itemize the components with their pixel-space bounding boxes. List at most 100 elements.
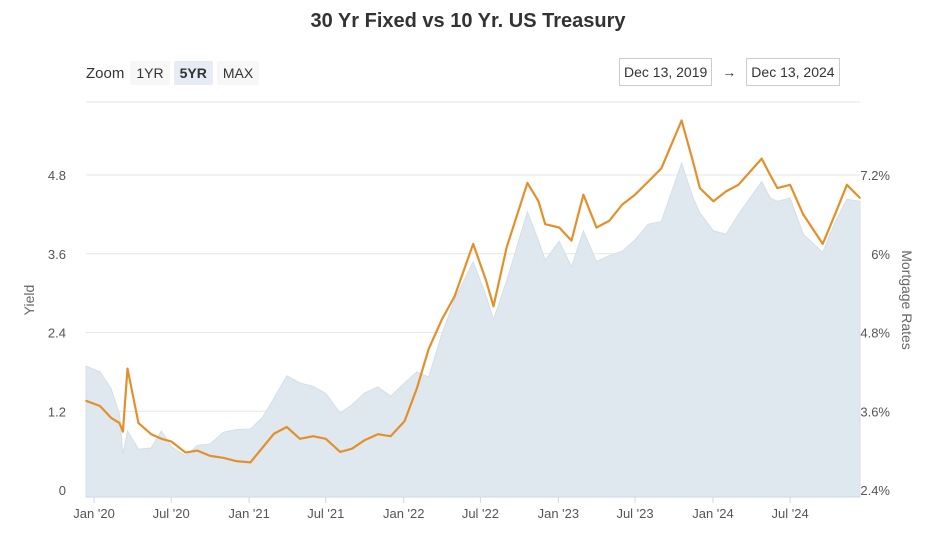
y-right-title: Mortgage Rates	[899, 250, 915, 350]
mortgage-point	[416, 387, 418, 390]
mortgage-point	[150, 433, 152, 436]
mortgage-point	[760, 157, 763, 160]
mortgage-point	[634, 193, 636, 196]
y-right-tick-label: 4.8%	[860, 326, 890, 341]
x-tick-label: Jul '20	[153, 506, 190, 521]
x-tick-label: Jul '23	[616, 506, 653, 521]
x-tick-label: Jul '21	[307, 506, 344, 521]
mortgage-point	[299, 438, 301, 440]
mortgage-point	[692, 161, 694, 163]
mortgage-point	[126, 367, 129, 370]
x-tick-label: Jan '21	[228, 506, 270, 521]
mortgage-point	[339, 451, 342, 453]
mortgage-point	[377, 433, 379, 436]
mortgage-point	[351, 447, 353, 450]
mortgage-line-layer	[85, 119, 861, 464]
mortgage-point	[184, 451, 187, 454]
y-left-title: Yield	[21, 285, 37, 316]
mortgage-point	[249, 461, 252, 464]
date-range: Dec 13, 2019 → Dec 13, 2024	[619, 58, 840, 86]
treasury-area-layer	[85, 161, 861, 498]
mortgage-point	[122, 430, 124, 433]
treasury-area	[85, 161, 861, 498]
mortgage-point	[85, 400, 87, 402]
mortgage-point	[712, 200, 715, 203]
x-tick-label: Jul '22	[462, 506, 499, 521]
mortgage-point	[286, 426, 288, 428]
mortgage-point	[846, 184, 848, 186]
mortgage-point	[595, 226, 598, 229]
mortgage-point	[660, 167, 663, 170]
y-left-tick-label: 0	[59, 483, 66, 498]
mortgage-point	[453, 295, 456, 298]
mortgage-point	[312, 435, 314, 438]
mortgage-point	[737, 184, 740, 186]
mortgage-point	[859, 197, 861, 199]
mortgage-point	[441, 318, 443, 321]
y-right-tick-label: 2.4%	[860, 483, 890, 498]
mortgage-point	[789, 184, 791, 186]
range-arrow-icon: →	[722, 64, 737, 80]
mortgage-point	[160, 438, 163, 440]
y-right-tick-label: 7.2%	[860, 168, 890, 183]
mortgage-point	[544, 223, 546, 225]
mortgage-point	[222, 457, 225, 459]
mortgage-point	[427, 348, 430, 350]
x-tick-label: Jul '24	[772, 506, 809, 521]
zoom-bar: Zoom 1YR 5YR MAX	[86, 60, 263, 86]
mortgage-point	[769, 174, 771, 176]
mortgage-point	[582, 193, 585, 196]
mortgage-point	[235, 460, 237, 462]
y-right-tick-label: 6%	[871, 247, 890, 262]
zoom-max-button[interactable]: MAX	[216, 61, 260, 85]
x-tick-label: Jan '20	[73, 506, 115, 521]
mortgage-point	[776, 187, 779, 189]
mortgage-point	[485, 280, 488, 283]
mortgage-point	[403, 420, 406, 422]
mortgage-point	[680, 119, 683, 122]
mortgage-point	[137, 422, 140, 424]
mortgage-point	[621, 203, 624, 206]
mortgage-point	[821, 243, 824, 245]
mortgage-point	[647, 180, 649, 183]
mortgage-point	[834, 213, 836, 216]
mortgage-point	[273, 432, 275, 435]
y-left-tick-label: 1.2	[48, 404, 66, 419]
zoom-5yr-button[interactable]: 5YR	[173, 61, 213, 85]
range-to-input[interactable]: Dec 13, 2024	[746, 58, 840, 86]
mortgage-point	[537, 200, 540, 203]
mortgage-point	[802, 213, 804, 216]
mortgage-point	[505, 246, 508, 248]
mortgage-point	[492, 305, 495, 308]
mortgage-point	[110, 417, 112, 419]
mortgage-point	[364, 439, 366, 441]
y-right-tick-label: 3.6%	[860, 404, 890, 419]
mortgage-point	[196, 449, 199, 452]
y-left-tick-label: 3.6	[48, 247, 66, 262]
axes: 0 2.4% 1.2 3.6% 2.4 4.8% 3.6 6% 4.8 7.2% Jan '20 Ju…	[48, 168, 891, 521]
y-left-tick-label: 2.4	[48, 326, 66, 341]
mortgage-point	[325, 438, 327, 440]
mortgage-point	[608, 220, 610, 222]
mortgage-point	[170, 440, 172, 443]
mortgage-point	[725, 190, 727, 193]
mortgage-point	[526, 182, 529, 184]
mortgage-point	[209, 455, 211, 457]
mortgage-point	[472, 243, 475, 245]
mortgage-point	[558, 226, 560, 229]
mortgage-point	[118, 422, 121, 424]
mortgage-point	[389, 435, 392, 438]
x-tick-label: Jan '23	[538, 506, 580, 521]
chart-title: 30 Yr Fixed vs 10 Yr. US Treasury	[310, 10, 626, 32]
zoom-label: Zoom	[86, 64, 125, 82]
range-from-input[interactable]: Dec 13, 2019	[619, 58, 713, 86]
mortgage-point	[99, 405, 101, 407]
mortgage-point	[261, 447, 264, 449]
x-tick-label: Jan '22	[383, 506, 425, 521]
mortgage-point	[699, 187, 701, 189]
x-tick-label: Jan '24	[692, 506, 734, 521]
mortgage-point	[570, 239, 573, 242]
y-left-tick-label: 4.8	[48, 168, 66, 183]
zoom-1yr-button[interactable]: 1YR	[130, 61, 170, 85]
